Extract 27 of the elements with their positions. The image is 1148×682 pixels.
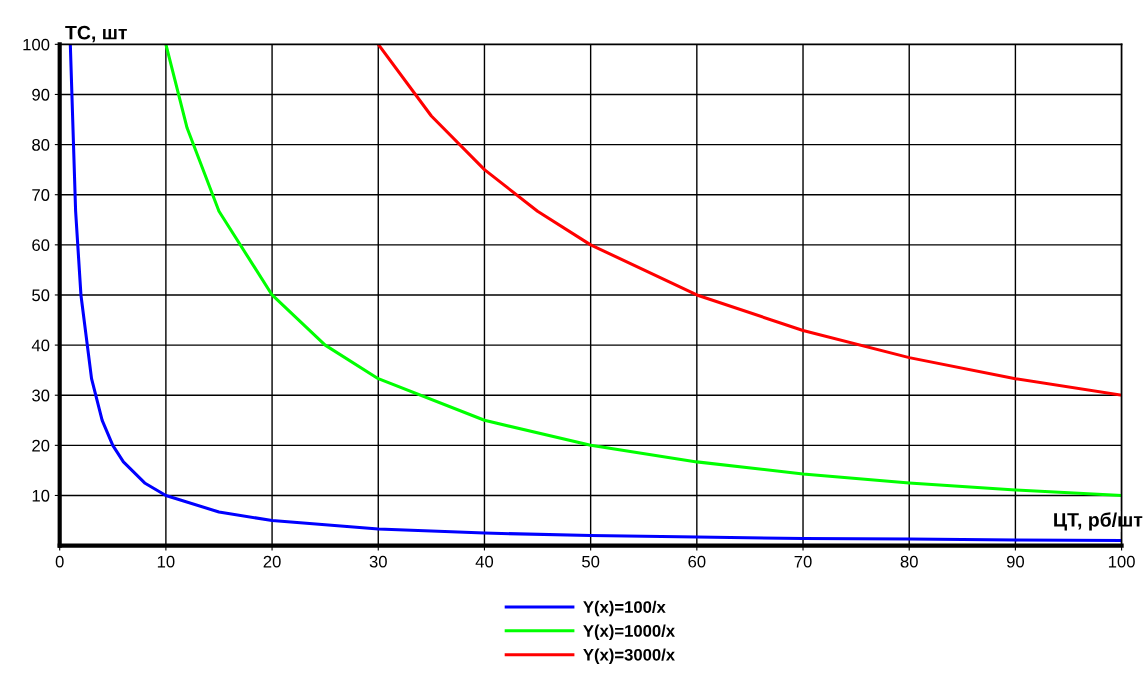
x-tick-label: 30 xyxy=(369,555,387,568)
x-tick-label: 10 xyxy=(157,555,175,568)
y-tick-label: 80 xyxy=(32,138,50,151)
legend-label: Y(x)=3000/x xyxy=(583,648,675,664)
y-tick-label: 20 xyxy=(32,439,50,452)
y-tick-label: 50 xyxy=(32,289,50,302)
y-tick-label: 90 xyxy=(32,88,50,101)
x-tick-label: 0 xyxy=(55,555,64,568)
y-tick-label: 60 xyxy=(32,239,50,252)
y-tick-label: 100 xyxy=(23,38,50,51)
x-tick-label: 80 xyxy=(900,555,918,568)
x-tick-label: 20 xyxy=(263,555,281,568)
x-tick-label: 50 xyxy=(582,555,600,568)
legend-label: Y(x)=1000/x xyxy=(583,624,675,641)
x-tick-label: 60 xyxy=(688,555,706,568)
y-tick-label: 30 xyxy=(32,389,50,402)
y-tick-label: 40 xyxy=(31,339,50,352)
line-series xyxy=(376,44,1122,397)
y-tick-label: 70 xyxy=(32,189,50,201)
line-series xyxy=(164,44,1122,497)
x-tick-label: 40 xyxy=(475,555,494,568)
legend-label: Y(x)=100/x xyxy=(583,600,666,617)
y-axis-title: ТС, шт xyxy=(65,25,127,43)
y-tick-label: 10 xyxy=(32,489,50,502)
x-tick-label: 100 xyxy=(1108,555,1135,568)
x-tick-label: 90 xyxy=(1006,555,1025,568)
x-tick-label: 70 xyxy=(794,555,812,568)
